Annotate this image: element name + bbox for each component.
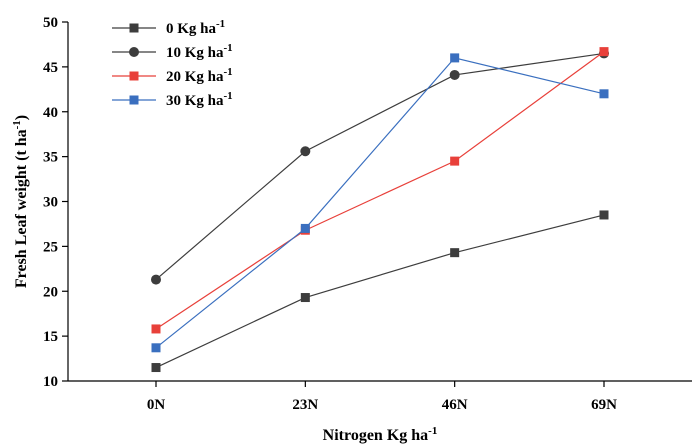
data-point	[129, 47, 139, 57]
axes	[67, 22, 692, 382]
data-point	[449, 69, 460, 80]
series-2	[151, 47, 609, 334]
legend-entry: 30 Kg ha-1	[112, 90, 233, 109]
y-tick-label: 50	[43, 15, 58, 31]
y-tick-label: 35	[43, 150, 58, 166]
y-tick-label: 30	[43, 195, 58, 211]
x-tick-label: 0N	[147, 397, 166, 413]
series-line	[155, 52, 605, 281]
data-point	[300, 293, 310, 303]
data-point	[599, 210, 609, 220]
x-tick-label: 23N	[292, 397, 318, 413]
legend-label: 0 Kg ha-1	[166, 18, 225, 37]
legend-label-text: 20 Kg ha	[166, 69, 224, 85]
data-point	[129, 23, 139, 33]
series-line	[155, 51, 605, 330]
legend: 0 Kg ha-110 Kg ha-120 Kg ha-130 Kg ha-1	[112, 18, 233, 109]
series-0	[151, 210, 609, 373]
data-point	[129, 95, 139, 105]
y-ticks: 10 15 20 25 30 35 40 45 50	[43, 15, 68, 390]
x-ticks: 0N 23N 46N 69N	[147, 381, 617, 413]
data-point	[151, 363, 161, 373]
legend-entry: 0 Kg ha-1	[112, 18, 225, 37]
data-point	[450, 53, 460, 63]
data-point	[151, 324, 161, 334]
legend-label-sup: -1	[216, 18, 225, 30]
legend-label-sup: -1	[224, 42, 233, 54]
data-point	[450, 156, 460, 166]
series-layer	[151, 47, 609, 373]
y-axis-title-sup: -1	[11, 120, 23, 129]
y-tick-label: 25	[43, 239, 58, 255]
series-3	[151, 53, 609, 353]
data-point	[450, 248, 460, 258]
x-tick-label: 69N	[591, 397, 617, 413]
legend-entry: 20 Kg ha-1	[112, 66, 233, 85]
data-point	[599, 47, 609, 57]
x-tick-label: 46N	[442, 397, 468, 413]
series-line	[155, 57, 605, 349]
legend-label: 20 Kg ha-1	[166, 66, 233, 85]
x-axis-title-text: Nitrogen Kg ha	[323, 427, 428, 444]
legend-label-text: 0 Kg ha	[166, 21, 217, 37]
legend-label-text: 30 Kg ha	[166, 93, 224, 109]
data-point	[300, 223, 310, 233]
data-point	[300, 146, 311, 157]
legend-label-sup: -1	[224, 90, 233, 102]
y-tick-label: 40	[43, 105, 58, 121]
y-tick-label: 20	[43, 284, 58, 300]
y-tick-label: 45	[43, 60, 58, 76]
x-axis-title-sup: -1	[428, 425, 437, 437]
y-tick-label: 10	[43, 374, 58, 390]
legend-entry: 10 Kg ha-1	[112, 42, 233, 61]
data-point	[151, 343, 161, 353]
y-axis-title-text: Fresh Leaf weight (t ha	[13, 129, 30, 288]
y-axis-title-end: )	[13, 115, 30, 120]
legend-label-sup: -1	[224, 66, 233, 78]
legend-label: 30 Kg ha-1	[166, 90, 233, 109]
legend-label-text: 10 Kg ha	[166, 45, 224, 61]
y-tick-label: 15	[43, 329, 58, 345]
y-axis-title: Fresh Leaf weight (t ha-1)	[11, 115, 30, 288]
legend-label: 10 Kg ha-1	[166, 42, 233, 61]
series-line	[155, 214, 605, 369]
data-point	[129, 71, 139, 81]
x-axis-title: Nitrogen Kg ha-1	[323, 425, 438, 444]
data-point	[599, 89, 609, 99]
data-point	[151, 274, 161, 285]
